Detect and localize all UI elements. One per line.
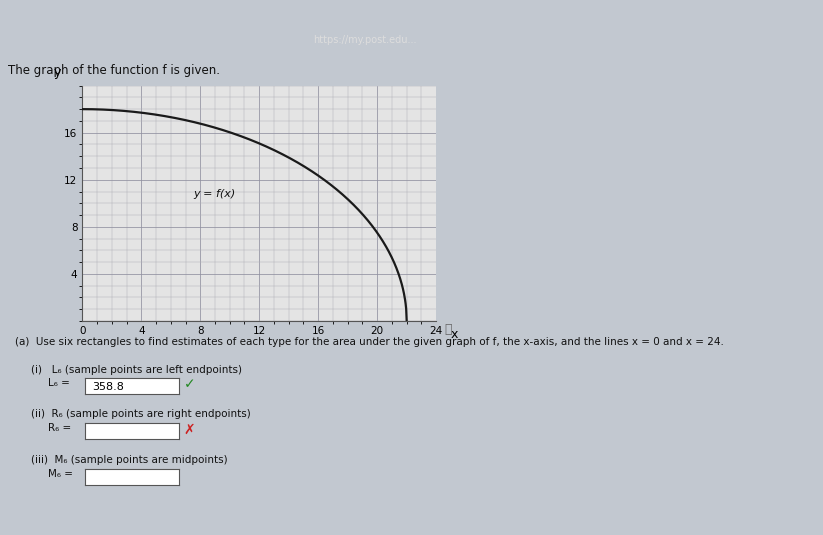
Text: M₆ =: M₆ =: [48, 469, 72, 479]
Text: R₆ =: R₆ =: [48, 423, 71, 433]
Text: ⓘ: ⓘ: [444, 323, 453, 335]
Text: (ii)  R₆ (sample points are right endpoints): (ii) R₆ (sample points are right endpoin…: [31, 409, 251, 419]
Text: (iii)  M₆ (sample points are midpoints): (iii) M₆ (sample points are midpoints): [31, 455, 228, 465]
Text: (i)   L₆ (sample points are left endpoints): (i) L₆ (sample points are left endpoints…: [31, 365, 242, 375]
Text: The graph of the function f is given.: The graph of the function f is given.: [8, 64, 221, 78]
Text: 358.8: 358.8: [92, 381, 124, 392]
Text: ✓: ✓: [184, 377, 195, 391]
Y-axis label: y: y: [53, 66, 61, 79]
Text: L₆ =: L₆ =: [48, 378, 70, 387]
Text: ✗: ✗: [184, 423, 195, 437]
Text: (a)  Use six rectangles to find estimates of each type for the area under the gi: (a) Use six rectangles to find estimates…: [15, 337, 723, 347]
Text: https://my.post.edu...: https://my.post.edu...: [313, 35, 416, 45]
X-axis label: x: x: [450, 328, 458, 341]
Text: y = f(x): y = f(x): [193, 189, 235, 200]
